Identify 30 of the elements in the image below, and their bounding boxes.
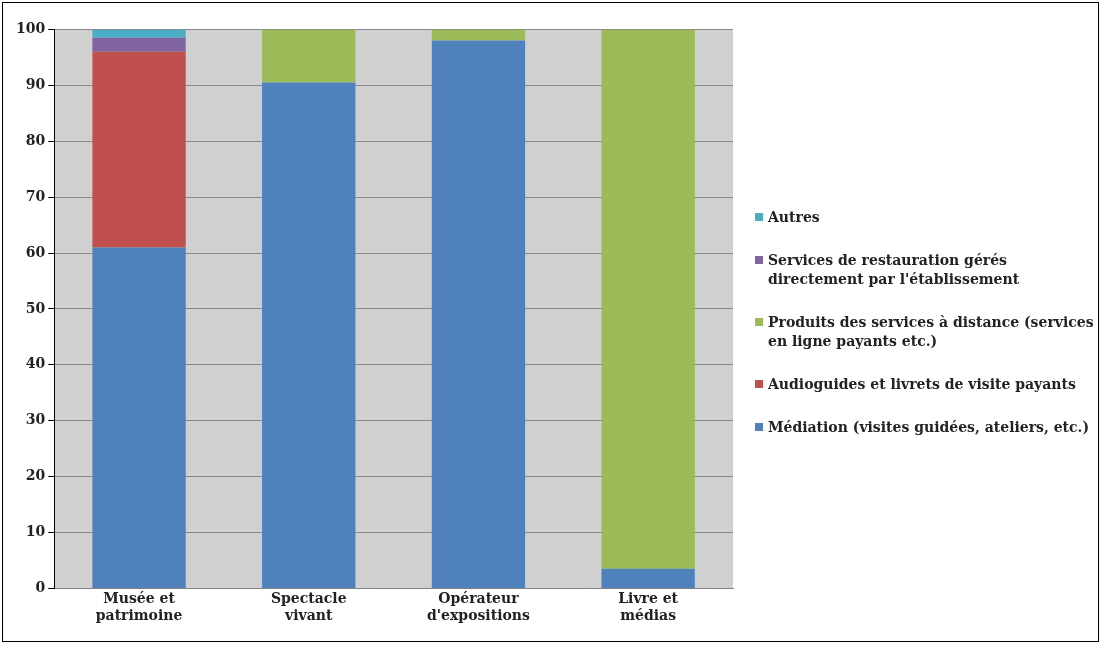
x-tick-label: Musée et patrimoine [95,590,183,624]
bar [601,29,695,569]
bar [431,40,526,588]
legend-label: Services de restauration gérés directement par l'établissement [768,250,1021,289]
y-tick-label: 80 [25,131,46,148]
bar [92,29,186,38]
legend-label: Médiation (visites guidées, ateliers, etc.) [768,417,1090,437]
y-tick-label: 40 [25,355,46,372]
x-tick-label: Spectacle vivant [270,590,347,624]
x-tick-label: Livre et médias [618,590,679,624]
bar [92,37,186,52]
y-tick-label: 70 [25,187,46,204]
y-tick-label: 10 [25,523,46,540]
y-tick-label: 20 [25,467,46,484]
legend-label: Autres [768,207,820,227]
bar [431,29,526,41]
y-tick-label: 30 [25,411,46,428]
y-tick-label: 90 [25,75,46,92]
legend-label: Audioguides et livrets de visite payants [768,374,1076,394]
bar [262,29,356,83]
y-tick-label: 0 [35,579,46,596]
bar [262,82,356,588]
y-tick-label: 100 [15,20,46,37]
legend-label: Produits des services à distance (services en ligne payants etc.) [768,312,1095,351]
x-tick-label: Opérateur d'expositions [427,590,530,624]
bar [601,568,695,588]
bar [92,247,186,588]
y-tick-label: 60 [25,243,46,260]
bar [92,51,186,248]
y-tick-label: 50 [25,299,46,316]
